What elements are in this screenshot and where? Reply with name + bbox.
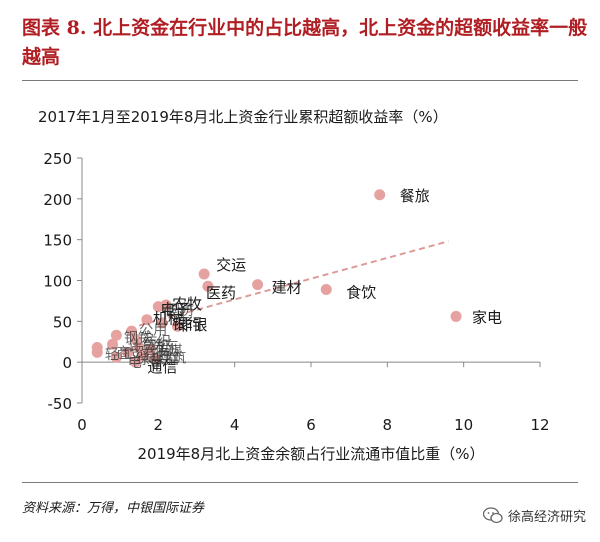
chart-title: 2017年1月至2019年8月北上资金行业累积超额收益率（%） bbox=[38, 108, 448, 126]
cluster-label: 轻工 bbox=[105, 347, 133, 363]
data-point bbox=[141, 314, 153, 326]
y-tick-label: 50 bbox=[53, 313, 72, 331]
data-point bbox=[149, 353, 161, 365]
x-axis-title: 2019年8月北上资金余额占行业流通市值比重（%） bbox=[138, 445, 485, 463]
x-tick-label: 8 bbox=[383, 416, 393, 434]
point-label: 交运 bbox=[216, 256, 246, 274]
x-tick-label: 10 bbox=[454, 416, 473, 434]
data-point bbox=[320, 283, 332, 295]
watermark: 徐高经济研究 bbox=[482, 506, 586, 525]
point-label: 通信 bbox=[147, 358, 177, 376]
point-label: 餐旅 bbox=[400, 187, 430, 205]
cluster-label: 计算机 bbox=[128, 339, 170, 355]
data-point bbox=[129, 356, 141, 368]
y-tick-label: 200 bbox=[43, 191, 72, 209]
figure-title: 图表 8. 北上资金在行业中的占比越高，北上资金的超额收益率一般越高 bbox=[22, 17, 588, 68]
x-tick-label: 6 bbox=[306, 416, 316, 434]
y-tick-label: 250 bbox=[43, 150, 72, 168]
x-tick-label: 4 bbox=[230, 416, 240, 434]
data-point bbox=[145, 343, 157, 355]
cluster-label: 汽车 bbox=[151, 338, 179, 355]
source-note: 资料来源：万得，中银国际证券 bbox=[22, 501, 205, 516]
x-tick-label: 12 bbox=[530, 416, 549, 434]
y-tick-label: 100 bbox=[43, 273, 72, 291]
data-point bbox=[202, 280, 214, 292]
cluster-label: 建筑 bbox=[158, 350, 186, 366]
x-tick-label: 0 bbox=[77, 416, 87, 434]
point-label: 非银 bbox=[177, 316, 207, 334]
watermark-text: 徐高经济研究 bbox=[507, 510, 586, 525]
point-label: 机械 bbox=[153, 310, 183, 328]
trendline bbox=[138, 240, 449, 327]
data-point bbox=[374, 189, 386, 201]
cluster-label: 商贸 bbox=[116, 345, 144, 361]
points-layer bbox=[91, 189, 462, 368]
data-point bbox=[450, 310, 462, 322]
data-point bbox=[252, 279, 264, 291]
data-point bbox=[133, 341, 145, 353]
cluster-label: 传媒 bbox=[155, 344, 183, 360]
y-tick-label: -50 bbox=[48, 395, 73, 413]
data-point bbox=[110, 351, 122, 363]
cluster-label: 纺织 bbox=[143, 334, 171, 350]
y-tick-label: 0 bbox=[62, 354, 72, 372]
data-point bbox=[126, 325, 138, 337]
data-point bbox=[152, 301, 164, 313]
trendline-layer bbox=[138, 240, 449, 327]
data-point bbox=[156, 317, 168, 329]
data-point bbox=[107, 338, 119, 350]
point-label: 医药 bbox=[206, 284, 236, 302]
point-label: 农牧 bbox=[172, 295, 202, 313]
y-tick-label: 150 bbox=[43, 232, 72, 250]
labels-layer: 餐旅家电 食饮 交运医药 建材农牧电子机械银行非银通信 公用化工钢铁纺织计算机传媒商贸建… bbox=[105, 187, 502, 376]
cluster-label: 国防 bbox=[166, 303, 194, 319]
cluster-label: 综合 bbox=[135, 352, 163, 368]
data-point bbox=[137, 350, 149, 362]
source-rule bbox=[22, 482, 578, 483]
cluster-label: 采掘 bbox=[151, 352, 179, 368]
wechat-icon bbox=[482, 506, 503, 523]
cluster-label: 钢铁 bbox=[124, 331, 152, 347]
cluster-label: 有色 bbox=[143, 346, 171, 363]
title-rule bbox=[22, 80, 578, 81]
cluster-label: 电气 bbox=[128, 355, 156, 371]
data-point bbox=[110, 329, 122, 341]
data-point bbox=[91, 346, 103, 358]
cluster-label: 化工 bbox=[162, 306, 190, 322]
data-point bbox=[171, 320, 183, 332]
point-label: 食饮 bbox=[346, 283, 376, 301]
data-point bbox=[198, 268, 210, 280]
point-label: 家电 bbox=[472, 308, 502, 326]
cluster-label: 公用 bbox=[139, 323, 167, 339]
data-point bbox=[122, 346, 134, 358]
data-point bbox=[129, 333, 141, 345]
x-tick-label: 2 bbox=[154, 416, 164, 434]
point-label: 银行 bbox=[172, 315, 202, 333]
point-label: 电子 bbox=[160, 301, 190, 319]
point-label: 建材 bbox=[272, 279, 302, 297]
